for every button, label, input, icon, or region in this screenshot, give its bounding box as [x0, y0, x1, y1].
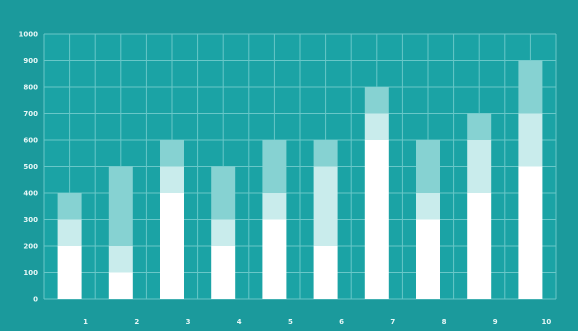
- bar-segment-1: [57, 246, 82, 299]
- bar-segment-2: [262, 193, 287, 220]
- bar-segment-2: [211, 219, 236, 246]
- x-tick-label: 8: [442, 318, 447, 326]
- y-tick-label: 700: [23, 110, 38, 118]
- bar-segment-3: [262, 140, 287, 193]
- x-tick-label: 2: [134, 318, 139, 326]
- x-tick-label: 5: [288, 318, 293, 326]
- bar-segment-1: [313, 246, 338, 299]
- y-tick-label: 400: [23, 190, 38, 198]
- bar-segment-3: [160, 140, 184, 167]
- x-tick-label: 10: [542, 318, 552, 326]
- bar-segment-2: [313, 166, 338, 246]
- bar-segment-1: [364, 140, 389, 299]
- bar-segment-3: [57, 193, 82, 220]
- x-tick-label: 9: [493, 318, 498, 326]
- x-tick-label: 4: [237, 318, 242, 326]
- bar-segment-3: [416, 140, 440, 193]
- bars-layer: [57, 60, 543, 299]
- bar-segment-2: [416, 193, 440, 220]
- bar-segment-3: [211, 166, 236, 220]
- y-tick-label: 600: [23, 137, 38, 145]
- y-tick-label: 500: [23, 163, 38, 171]
- bar-segment-2: [518, 113, 543, 167]
- x-tick-label: 3: [186, 318, 191, 326]
- bar-segment-3: [313, 140, 338, 167]
- y-tick-label: 800: [23, 84, 38, 92]
- x-tick-label: 6: [339, 318, 344, 326]
- bar-segment-1: [518, 166, 543, 299]
- bar-segment-1: [160, 193, 184, 299]
- bar-segment-1: [467, 193, 492, 299]
- bar-segment-1: [262, 219, 287, 299]
- bar-segment-3: [518, 60, 543, 114]
- y-tick-label: 300: [23, 216, 38, 224]
- bar-segment-2: [57, 219, 82, 246]
- bar-segment-1: [211, 246, 236, 299]
- bar-segment-3: [467, 113, 492, 140]
- y-tick-label: 1000: [19, 31, 39, 39]
- bar-segment-2: [467, 140, 492, 193]
- bar-segment-3: [364, 87, 389, 114]
- bar-segment-1: [108, 272, 133, 299]
- x-tick-label: 1: [83, 318, 88, 326]
- bar-segment-1: [416, 219, 440, 299]
- y-tick-label: 200: [23, 243, 38, 251]
- y-tick-label: 900: [23, 57, 38, 65]
- y-axis-ticks: 0 100 200 300 400 500 600 700 800 900 1000: [19, 31, 39, 304]
- bar-segment-2: [108, 246, 133, 273]
- x-tick-label: 7: [390, 318, 395, 326]
- x-axis-ticks: 1 2 3 4 5 6 7 8 9 10: [83, 318, 551, 326]
- y-tick-label: 100: [23, 269, 38, 277]
- bar-segment-3: [108, 166, 133, 246]
- bar-segment-2: [160, 166, 184, 193]
- y-tick-label: 0: [33, 296, 38, 304]
- bar-segment-2: [364, 113, 389, 140]
